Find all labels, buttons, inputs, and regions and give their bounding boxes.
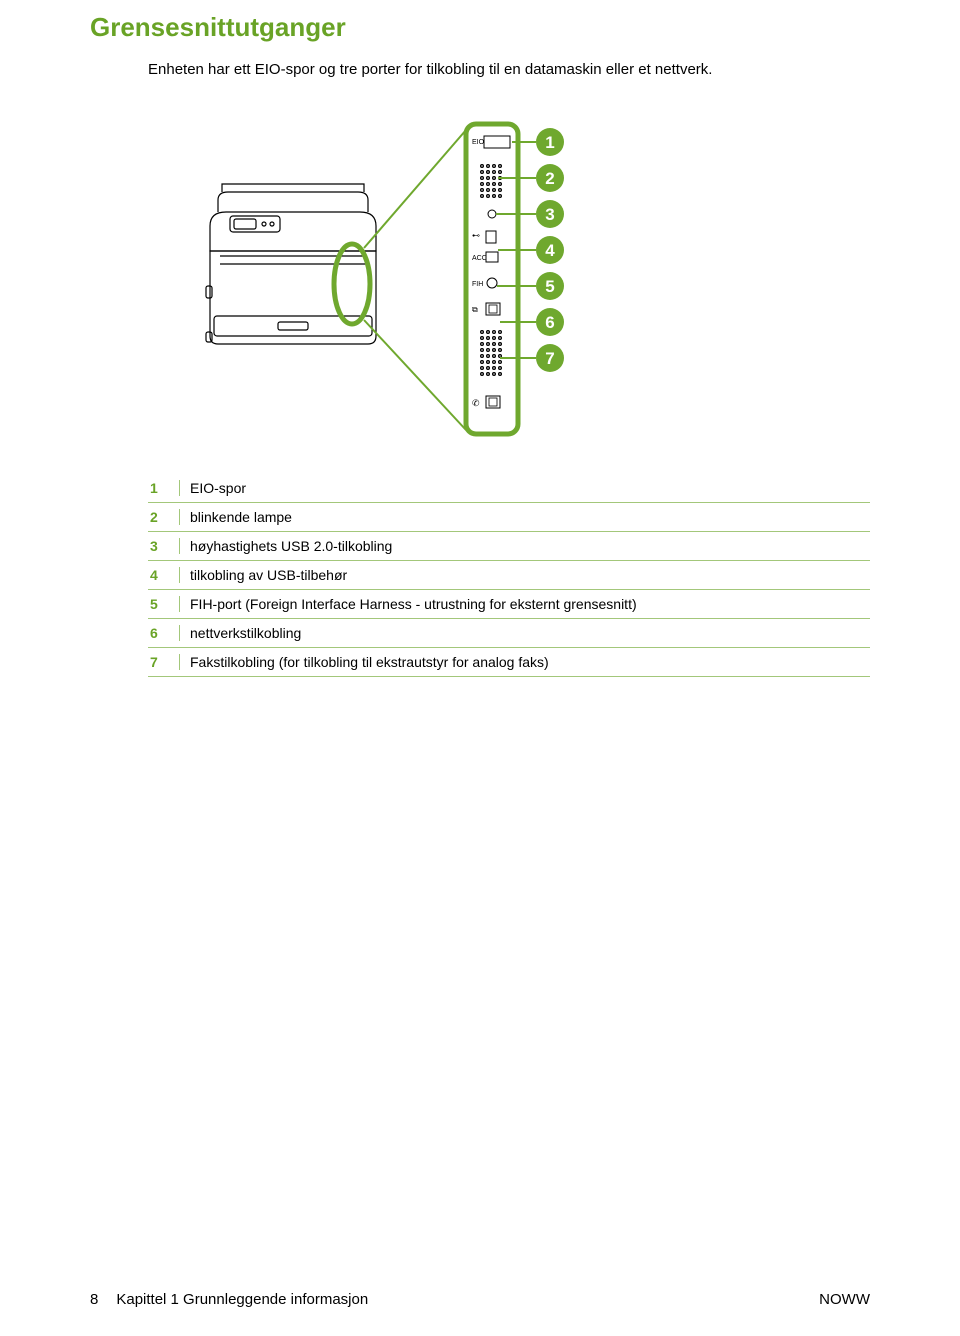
svg-text:ACC: ACC <box>472 255 487 262</box>
legend-text: EIO-spor <box>180 480 870 496</box>
legend-row: 3 høyhastighets USB 2.0-tilkobling <box>148 532 870 561</box>
legend-row: 2 blinkende lampe <box>148 503 870 532</box>
svg-text:EIO: EIO <box>472 139 485 146</box>
legend-row: 5 FIH-port (Foreign Interface Harness - … <box>148 590 870 619</box>
legend-number: 3 <box>148 538 180 554</box>
svg-text:⧉: ⧉ <box>472 305 478 314</box>
legend-row: 1 EIO-spor <box>148 474 870 503</box>
legend-table: 1 EIO-spor 2 blinkende lampe 3 høyhastig… <box>90 474 870 677</box>
page-footer: 8 Kapittel 1 Grunnleggende informasjon N… <box>90 1291 870 1308</box>
legend-number: 2 <box>148 509 180 525</box>
section-heading: Grensesnittutganger <box>90 0 870 61</box>
legend-number: 6 <box>148 625 180 641</box>
chapter-title: Kapittel 1 Grunnleggende informasjon <box>116 1291 368 1308</box>
svg-text:4: 4 <box>545 241 555 260</box>
svg-text:5: 5 <box>545 277 554 296</box>
legend-number: 1 <box>148 480 180 496</box>
svg-text:⊷: ⊷ <box>472 231 480 240</box>
legend-text: tilkobling av USB-tilbehør <box>180 567 870 583</box>
legend-number: 5 <box>148 596 180 612</box>
interface-diagram: EIO ⊷ ACC F <box>200 106 630 446</box>
svg-text:1: 1 <box>545 133 554 152</box>
svg-text:3: 3 <box>545 205 554 224</box>
legend-text: nettverkstilkobling <box>180 625 870 641</box>
svg-text:FIH: FIH <box>472 281 483 288</box>
svg-text:✆: ✆ <box>472 398 480 408</box>
legend-number: 7 <box>148 654 180 670</box>
legend-text: høyhastighets USB 2.0-tilkobling <box>180 538 870 554</box>
legend-text: FIH-port (Foreign Interface Harness - ut… <box>180 596 870 612</box>
legend-row: 6 nettverkstilkobling <box>148 619 870 648</box>
legend-text: Fakstilkobling (for tilkobling til ekstr… <box>180 654 870 670</box>
svg-text:2: 2 <box>545 169 554 188</box>
diagram-container: EIO ⊷ ACC F <box>90 106 870 474</box>
footer-brand: NOWW <box>819 1291 870 1308</box>
legend-row: 4 tilkobling av USB-tilbehør <box>148 561 870 590</box>
legend-text: blinkende lampe <box>180 509 870 525</box>
legend-number: 4 <box>148 567 180 583</box>
intro-text: Enheten har ett EIO-spor og tre porter f… <box>90 61 870 106</box>
legend-row: 7 Fakstilkobling (for tilkobling til eks… <box>148 648 870 677</box>
page-number: 8 <box>90 1291 98 1308</box>
svg-text:6: 6 <box>545 313 554 332</box>
svg-text:7: 7 <box>545 349 554 368</box>
